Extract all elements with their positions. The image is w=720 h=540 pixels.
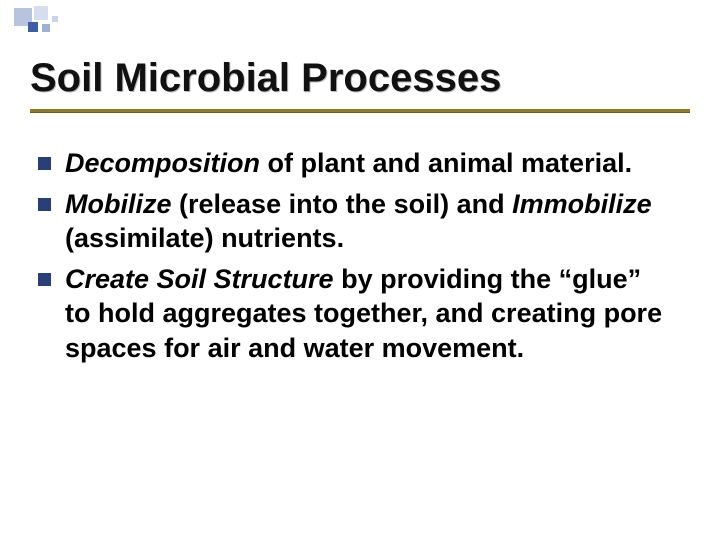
- list-item: Decomposition of plant and animal materi…: [38, 146, 670, 181]
- list-item: Mobilize (release into the soil) and Imm…: [38, 187, 670, 256]
- title-underline: [30, 109, 690, 112]
- list-item: Create Soil Structure by providing the “…: [38, 262, 670, 366]
- text-run: (release into the soil) and: [172, 189, 513, 219]
- emphasis: Decomposition: [65, 148, 260, 178]
- list-item-text: Create Soil Structure by providing the “…: [65, 262, 670, 366]
- text-run: of plant and animal material.: [260, 148, 632, 178]
- bullet-list: Decomposition of plant and animal materi…: [30, 146, 670, 365]
- emphasis: Immobilize: [512, 189, 652, 219]
- emphasis: Create Soil Structure: [65, 264, 334, 294]
- square-bullet-icon: [38, 198, 51, 211]
- list-item-text: Mobilize (release into the soil) and Imm…: [65, 187, 670, 256]
- corner-decoration: [14, 6, 94, 38]
- list-item-text: Decomposition of plant and animal materi…: [65, 146, 632, 181]
- square-bullet-icon: [38, 157, 51, 170]
- square-bullet-icon: [38, 273, 51, 286]
- slide-title: Soil Microbial Processes: [30, 56, 690, 107]
- slide-content: Soil Microbial Processes Decomposition o…: [30, 56, 690, 371]
- emphasis: Mobilize: [65, 189, 172, 219]
- text-run: (assimilate) nutrients.: [65, 223, 344, 253]
